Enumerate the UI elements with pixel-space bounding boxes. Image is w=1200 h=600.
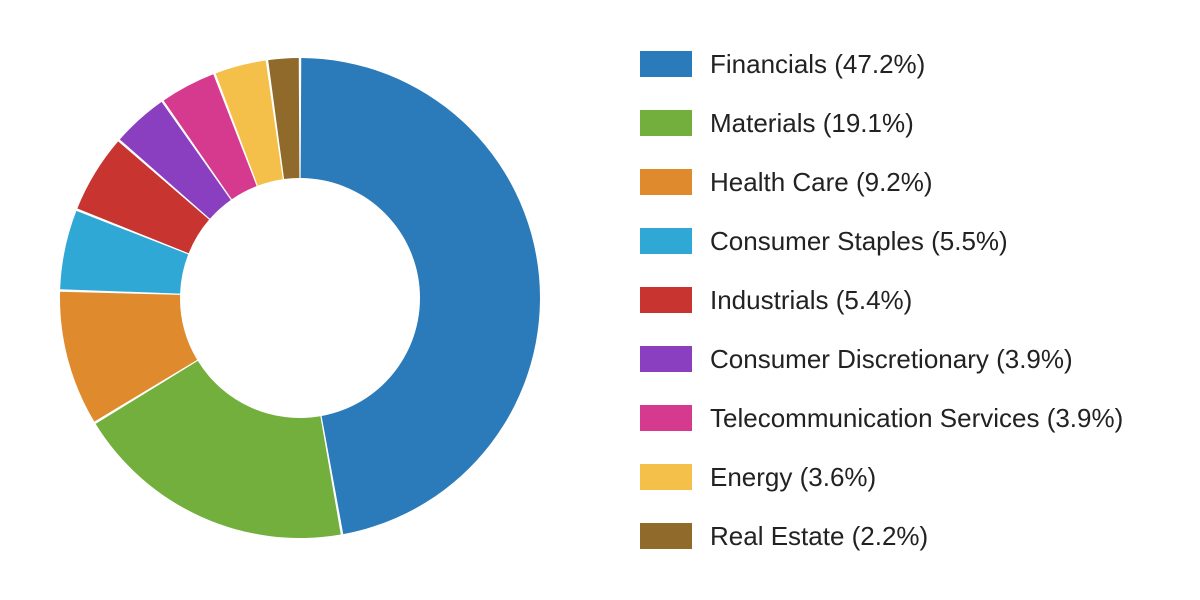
legend-label: Industrials (5.4%) — [710, 285, 912, 316]
legend-item: Industrials (5.4%) — [640, 285, 1123, 316]
legend-item: Financials (47.2%) — [640, 49, 1123, 80]
legend-swatch — [640, 110, 692, 136]
legend-swatch — [640, 405, 692, 431]
legend-item: Real Estate (2.2%) — [640, 521, 1123, 552]
legend-item: Telecommunication Services (3.9%) — [640, 403, 1123, 434]
legend: Financials (47.2%) Materials (19.1%) Healt… — [640, 49, 1123, 552]
legend-label: Health Care (9.2%) — [710, 167, 933, 198]
legend-item: Consumer Staples (5.5%) — [640, 226, 1123, 257]
legend-label: Consumer Discretionary (3.9%) — [710, 344, 1073, 375]
legend-swatch — [640, 464, 692, 490]
legend-label: Materials (19.1%) — [710, 108, 914, 139]
legend-swatch — [640, 523, 692, 549]
legend-item: Health Care (9.2%) — [640, 167, 1123, 198]
legend-swatch — [640, 346, 692, 372]
legend-swatch — [640, 51, 692, 77]
legend-label: Financials (47.2%) — [710, 49, 925, 80]
legend-swatch — [640, 228, 692, 254]
legend-label: Energy (3.6%) — [710, 462, 876, 493]
legend-swatch — [640, 287, 692, 313]
donut-svg — [60, 58, 540, 538]
legend-item: Materials (19.1%) — [640, 108, 1123, 139]
legend-label: Consumer Staples (5.5%) — [710, 226, 1008, 257]
sector-donut-chart: Financials (47.2%) Materials (19.1%) Healt… — [0, 0, 1200, 600]
legend-item: Consumer Discretionary (3.9%) — [640, 344, 1123, 375]
legend-swatch — [640, 169, 692, 195]
legend-label: Real Estate (2.2%) — [710, 521, 928, 552]
donut-container — [60, 58, 540, 543]
legend-item: Energy (3.6%) — [640, 462, 1123, 493]
legend-label: Telecommunication Services (3.9%) — [710, 403, 1123, 434]
donut-slice — [301, 58, 540, 534]
